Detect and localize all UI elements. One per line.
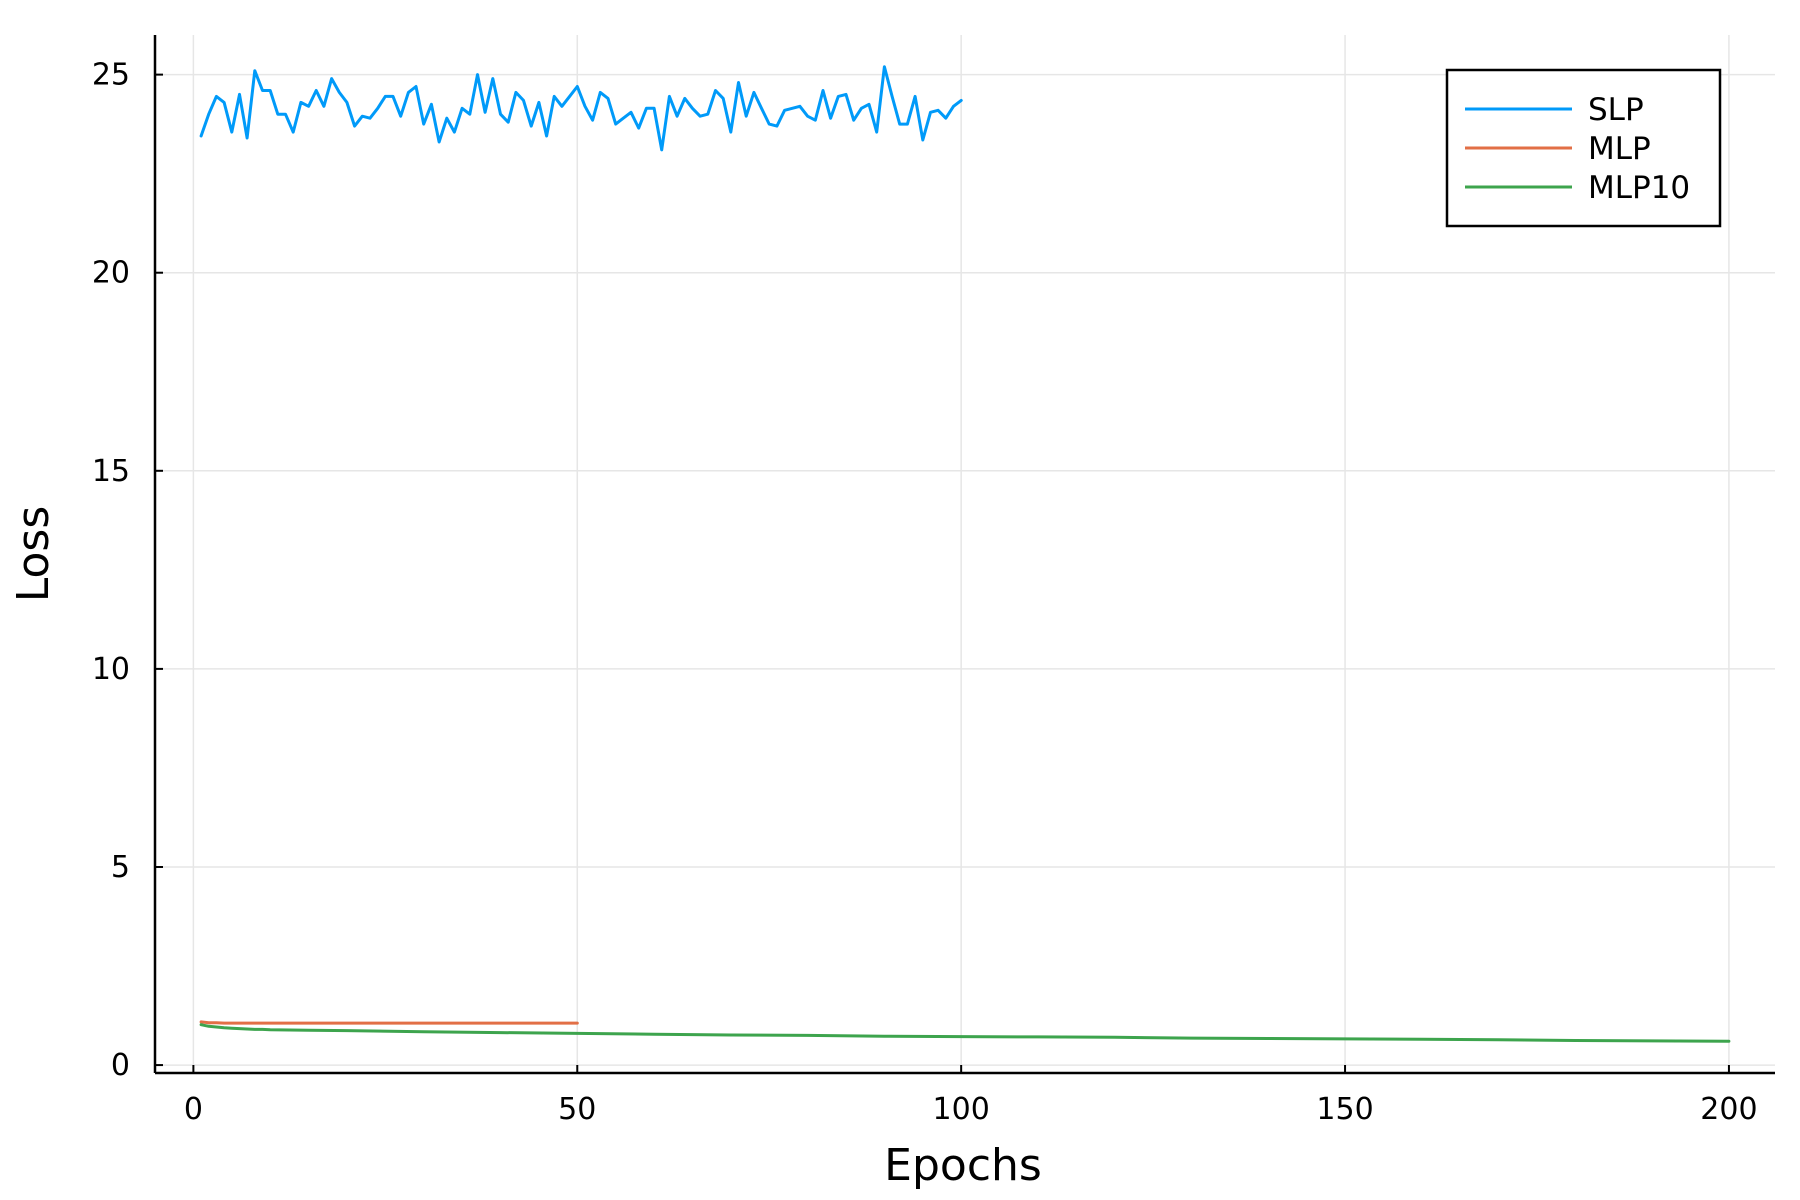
legend-label-slp: SLP xyxy=(1588,92,1644,128)
x-tick-label: 50 xyxy=(558,1092,596,1127)
y-axis-title: Loss xyxy=(8,506,59,603)
axes xyxy=(153,35,1775,1075)
series xyxy=(199,65,1731,1043)
x-tick-label: 100 xyxy=(933,1092,990,1127)
y-tick-label: 10 xyxy=(92,652,130,687)
legend: SLP MLP MLP10 xyxy=(1445,68,1722,228)
series-line-mlp10 xyxy=(199,1023,1731,1043)
x-tick-label: 200 xyxy=(1700,1092,1757,1127)
series-line-slp xyxy=(199,65,963,152)
y-tick-label: 20 xyxy=(92,256,130,291)
legend-label-mlp10: MLP10 xyxy=(1588,170,1690,206)
y-tick-label: 25 xyxy=(92,58,130,93)
x-axis-title: Epochs xyxy=(884,1140,1042,1191)
y-tick-label: 0 xyxy=(111,1048,130,1083)
y-tick-label: 15 xyxy=(92,454,130,489)
x-tick-label: 0 xyxy=(184,1092,203,1127)
series-line-mlp xyxy=(199,1020,579,1025)
y-ticks: 0 5 10 15 20 25 xyxy=(92,58,163,1083)
x-tick-label: 150 xyxy=(1316,1092,1373,1127)
y-tick-label: 5 xyxy=(111,850,130,885)
x-ticks: 0 50 100 150 200 xyxy=(184,1065,1758,1127)
legend-label-mlp: MLP xyxy=(1588,131,1651,167)
grid xyxy=(155,35,1775,1073)
